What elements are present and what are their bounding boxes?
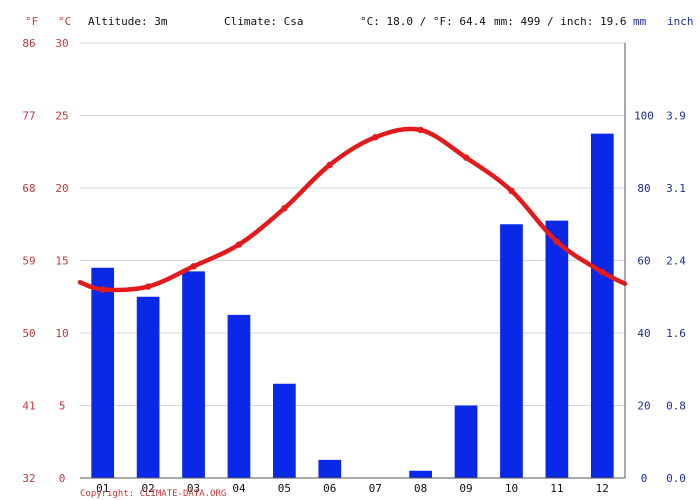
mm-tick-label: 80 xyxy=(637,182,650,195)
inch-tick-label: 3.1 xyxy=(666,182,686,195)
temperature-point xyxy=(599,268,606,276)
temperature-point xyxy=(144,283,152,290)
celsius-tick-label: 5 xyxy=(59,400,66,413)
month-label: 01 xyxy=(96,482,109,495)
celsius-tick-label: 30 xyxy=(55,37,68,50)
temp-summary: °C: 18.0 / °F: 64.4 xyxy=(360,15,486,28)
mm-tick-label: 20 xyxy=(637,400,650,413)
month-label: 08 xyxy=(414,482,427,495)
mm-tick-label: 40 xyxy=(637,327,650,340)
copyright-text: Copyright: CLIMATE-DATA.ORG xyxy=(80,489,226,499)
inch-tick-label: 2.4 xyxy=(666,255,686,268)
precip-bar xyxy=(91,267,115,478)
precip-bar xyxy=(500,224,523,478)
fahrenheit-tick-label: 32 xyxy=(22,472,35,485)
month-label: 06 xyxy=(323,482,336,495)
precip-bar xyxy=(590,133,614,478)
unit-inch-label: inch xyxy=(667,15,694,28)
fahrenheit-tick-label: 86 xyxy=(22,37,35,50)
mm-tick-label: 0 xyxy=(641,472,648,485)
month-labels: 01 02 03 04 05 06 07 08 09 10 11 12 xyxy=(96,482,609,495)
month-label: 02 xyxy=(142,482,155,495)
inch-tick-label: 0.0 xyxy=(666,472,686,485)
month-label: 04 xyxy=(232,482,246,495)
mm-tick-label: 60 xyxy=(637,255,650,268)
fahrenheit-tick-label: 41 xyxy=(22,400,35,413)
inch-tick-label: 1.6 xyxy=(666,327,686,340)
precip-bar xyxy=(545,220,569,478)
celsius-tick-label: 0 xyxy=(59,472,66,485)
temperature-point xyxy=(417,126,424,134)
celsius-tick-label: 20 xyxy=(55,182,68,195)
precip-summary: mm: 499 / inch: 19.6 xyxy=(494,15,626,28)
fahrenheit-tick-label: 59 xyxy=(22,255,35,268)
unit-c-label: °C xyxy=(58,15,71,28)
month-label: 10 xyxy=(505,482,518,495)
precip-bar xyxy=(454,405,478,478)
temperature-line-group xyxy=(77,126,628,293)
inch-tick-label: 0.8 xyxy=(666,400,686,413)
fahrenheit-tick-label: 68 xyxy=(22,182,35,195)
fahrenheit-tick-label: 77 xyxy=(22,110,35,123)
precip-bar xyxy=(318,459,342,478)
celsius-tick-label: 15 xyxy=(55,255,68,268)
unit-f-label: °F xyxy=(25,15,38,28)
precip-bar xyxy=(409,470,432,478)
precip-bar xyxy=(227,314,251,478)
celsius-tick-label: 25 xyxy=(55,110,68,123)
right-axis: 0 0.0 20 0.8 40 1.6 60 2.4 80 3.1 100 3.9 xyxy=(634,110,686,486)
temperature-point xyxy=(190,263,197,270)
temperature-point xyxy=(235,241,243,248)
climate-label: Climate: Csa xyxy=(224,15,303,28)
month-label: 09 xyxy=(459,482,472,495)
precip-bar xyxy=(273,383,296,478)
temperature-point xyxy=(281,205,288,212)
altitude-label: Altitude: 3m xyxy=(88,15,168,28)
mm-tick-label: 100 xyxy=(634,110,654,123)
temperature-point xyxy=(99,286,106,293)
temperature-point xyxy=(508,187,515,195)
temperature-line xyxy=(77,126,628,293)
month-label: 03 xyxy=(187,482,200,495)
month-label: 11 xyxy=(550,482,563,495)
temperature-point xyxy=(326,161,333,168)
celsius-tick-label: 10 xyxy=(55,327,68,340)
month-label: 07 xyxy=(369,482,382,495)
precip-bar xyxy=(182,271,205,478)
unit-mm-label: mm xyxy=(633,15,647,28)
left-axis: 0 32 5 41 10 50 15 59 20 68 25 77 30 86 xyxy=(22,37,68,485)
temperature-point xyxy=(462,154,470,161)
month-label: 05 xyxy=(278,482,291,495)
precipitation-bars xyxy=(91,133,614,478)
inch-tick-label: 3.9 xyxy=(666,110,686,123)
precip-bar xyxy=(136,296,160,478)
temperature-point xyxy=(372,134,379,141)
fahrenheit-tick-label: 50 xyxy=(22,327,35,340)
month-label: 12 xyxy=(596,482,609,495)
grid-lines xyxy=(80,42,625,406)
temperature-point xyxy=(553,238,561,245)
